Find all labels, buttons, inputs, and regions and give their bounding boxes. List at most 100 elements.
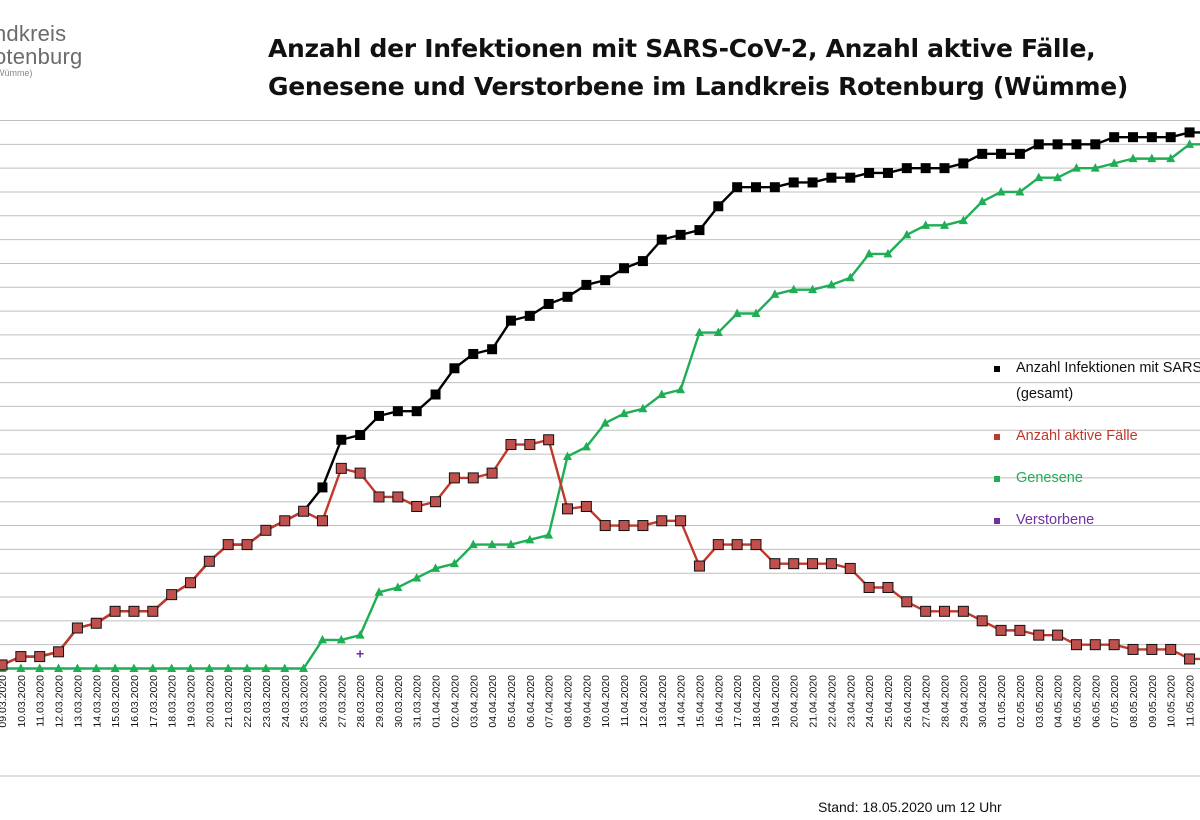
x-tick-label: 27.03.2020: [336, 675, 348, 728]
x-tick-label: 20.04.2020: [789, 675, 801, 728]
data-point-aktive-faelle: [90, 617, 102, 629]
data-point-genesene: [129, 663, 139, 672]
x-tick-label: 24.03.2020: [280, 675, 292, 728]
data-point-verstorbene: +: [356, 646, 364, 662]
x-tick-label: 13.04.2020: [657, 675, 669, 728]
data-point-aktive-faelle: [939, 605, 950, 617]
data-point-genesene: [713, 327, 723, 337]
x-tick-label: 21.03.2020: [223, 675, 235, 728]
data-point-genesene: [638, 403, 648, 413]
legend-swatch: [994, 366, 1000, 372]
data-point-infektionen: [996, 148, 1007, 159]
data-point-infektionen: [1165, 132, 1176, 143]
data-point-infektionen: [487, 344, 498, 355]
data-point-aktive-faelle: [1052, 629, 1064, 641]
data-point-infektionen: [336, 434, 347, 445]
data-point-infektionen: [751, 182, 761, 193]
data-point-infektionen: [788, 177, 799, 188]
data-point-genesene: [676, 384, 686, 394]
x-tick-label: 06.05.2020: [1090, 675, 1102, 728]
x-tick-label: 02.04.2020: [449, 675, 461, 728]
data-point-aktive-faelle: [618, 520, 630, 532]
data-point-infektionen: [374, 410, 384, 421]
x-tick-label: 09.05.2020: [1147, 675, 1159, 728]
legend-swatch: [994, 518, 1000, 524]
data-point-aktive-faelle: [1070, 639, 1082, 651]
data-point-genesene: [280, 663, 290, 672]
data-point-infektionen: [449, 363, 460, 374]
data-point-aktive-faelle: [147, 605, 159, 617]
data-point-genesene: [619, 408, 629, 418]
data-point-genesene: [883, 248, 893, 258]
x-tick-label: 08.05.2020: [1128, 675, 1140, 728]
data-point-genesene: [186, 663, 195, 672]
data-point-genesene: [1015, 186, 1025, 196]
data-point-aktive-faelle: [543, 434, 555, 446]
data-point-genesene: [299, 663, 309, 672]
x-tick-label: 28.03.2020: [355, 675, 367, 728]
legend: Anzahl Infektionen mit SARS-CoV-2 (gesamt…: [994, 360, 1200, 528]
data-point-aktive-faelle: [920, 605, 932, 617]
data-point-genesene: [789, 284, 799, 294]
data-point-infektionen: [656, 234, 667, 245]
data-point-aktive-faelle: [241, 539, 253, 551]
data-point-infektionen: [1052, 139, 1063, 150]
data-point-genesene: [921, 220, 931, 229]
x-tick-label: 14.04.2020: [676, 675, 688, 728]
data-point-aktive-faelle: [260, 524, 272, 536]
data-point-aktive-faelle: [373, 491, 385, 503]
data-point-aktive-faelle: [675, 515, 687, 527]
data-point-genesene: [261, 663, 271, 672]
data-point-infektionen: [1128, 132, 1138, 143]
legend-label: Verstorbene: [1016, 512, 1094, 528]
data-point-genesene: [940, 220, 949, 229]
x-tick-label: 31.03.2020: [412, 675, 424, 728]
x-tick-label: 23.03.2020: [261, 675, 273, 728]
data-point-infektionen: [769, 182, 780, 193]
data-point-aktive-faelle: [166, 589, 178, 601]
data-point-genesene: [845, 272, 855, 282]
data-point-infektionen: [430, 389, 441, 400]
data-point-infektionen: [1090, 139, 1101, 150]
legend-label: Anzahl aktive Fälle: [1016, 428, 1138, 444]
x-tick-label: 05.04.2020: [506, 675, 518, 728]
footer-stand: Stand: 18.05.2020 um 12 Uhr: [818, 799, 1002, 815]
data-point-genesene: [393, 582, 403, 591]
data-point-aktive-faelle: [71, 622, 83, 634]
data-point-infektionen: [1109, 132, 1120, 143]
data-point-genesene: [167, 663, 177, 672]
data-point-genesene: [148, 663, 158, 672]
data-point-infektionen: [882, 167, 893, 178]
chart-title-line-2: Genesene und Verstorbene im Landkreis Ro…: [268, 72, 1129, 101]
data-point-aktive-faelle: [995, 624, 1007, 636]
data-point-aktive-faelle: [901, 596, 913, 608]
x-tick-label: 03.04.2020: [468, 675, 480, 728]
data-point-genesene: [35, 663, 45, 672]
chart-canvas: + 09.03.2020 10.03.2020 11.03.2020 12.03.20…: [0, 120, 1200, 777]
x-tick-label: 01.04.2020: [431, 675, 443, 728]
data-point-aktive-faelle: [637, 520, 649, 532]
x-tick-label: 30.04.2020: [977, 675, 989, 728]
data-point-genesene: [732, 308, 742, 317]
data-point-genesene: [996, 186, 1006, 196]
data-point-infektionen: [958, 158, 969, 169]
data-point-aktive-faelle: [1127, 643, 1139, 655]
data-point-aktive-faelle: [298, 505, 310, 517]
data-point-aktive-faelle: [448, 472, 460, 484]
data-point-infektionen: [355, 430, 366, 441]
data-point-genesene: [694, 327, 704, 337]
x-tick-label: 30.03.2020: [393, 675, 405, 728]
x-tick-label: 02.05.2020: [1015, 675, 1027, 728]
data-point-aktive-faelle: [731, 539, 743, 551]
data-point-aktive-faelle: [354, 467, 366, 479]
data-point-genesene: [826, 279, 836, 289]
data-point-aktive-faelle: [279, 515, 291, 527]
data-point-genesene: [977, 196, 987, 206]
data-point-infektionen: [411, 406, 422, 417]
x-tick-label: 11.03.2020: [35, 675, 47, 727]
x-tick-label: 07.05.2020: [1109, 675, 1121, 728]
data-point-infektionen: [1071, 139, 1082, 150]
data-point-aktive-faelle: [1165, 643, 1177, 655]
data-point-aktive-faelle: [222, 539, 234, 551]
data-point-aktive-faelle: [656, 515, 668, 527]
